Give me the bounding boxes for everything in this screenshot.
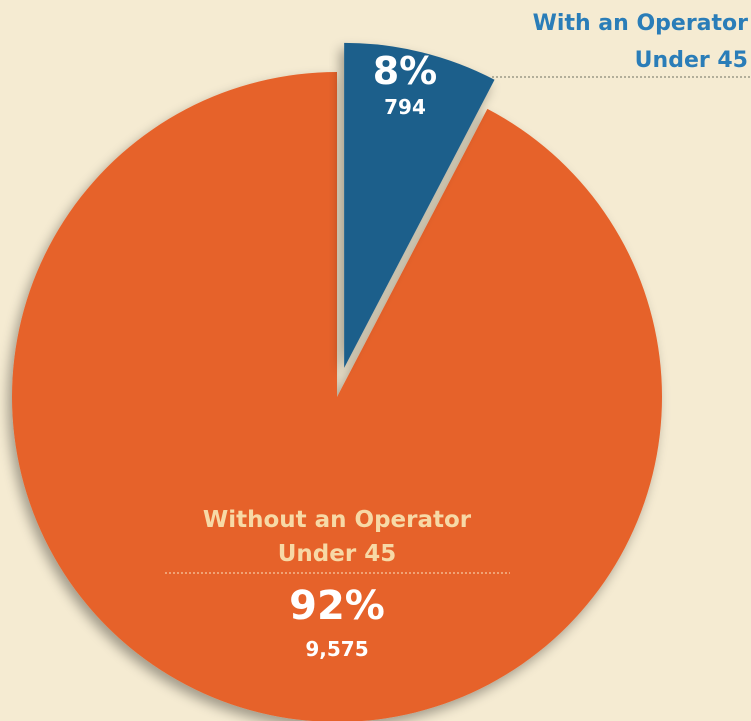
slice-without-operator-percent: 92% (289, 583, 385, 629)
slice-with-operator-label-line1: With an Operator (533, 11, 749, 36)
slice-with-operator-count: 794 (384, 95, 426, 119)
pie-slice-without-operator (12, 72, 662, 721)
slice-without-operator-count: 9,575 (305, 637, 368, 661)
slice-with-operator-label-line2: Under 45 (635, 48, 748, 73)
slice-without-operator-label-line2: Under 45 (278, 541, 396, 567)
pie-slice-with-operator (344, 42, 495, 368)
slice-without-operator-label-line1: Without an Operator (203, 507, 472, 533)
slice-with-operator-percent: 8% (373, 49, 438, 93)
